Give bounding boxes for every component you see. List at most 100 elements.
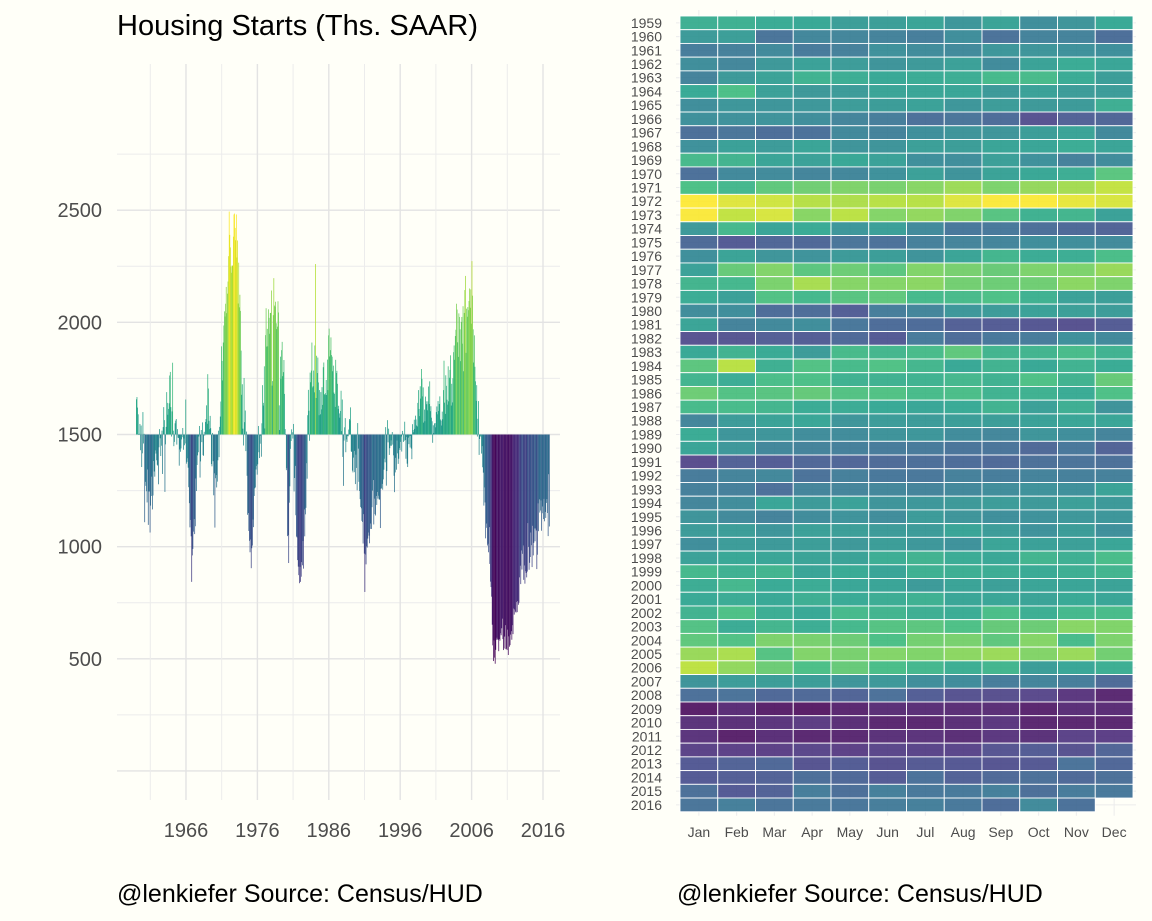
bar	[340, 410, 341, 435]
bar	[265, 308, 267, 435]
heatmap-cell	[981, 783, 1021, 799]
heatmap-cell	[981, 605, 1021, 621]
heatmap-cell	[868, 523, 907, 538]
heatmap-cell	[1094, 262, 1134, 278]
heatmap-cell	[792, 125, 832, 140]
year-label: 1978	[631, 276, 662, 292]
bar	[255, 434, 257, 470]
bar	[436, 406, 438, 435]
heatmap-cell	[830, 619, 870, 634]
bar	[256, 434, 258, 475]
bar	[415, 415, 416, 435]
heatmap-cell	[717, 687, 756, 703]
bar	[170, 407, 172, 435]
year-label: 1965	[631, 97, 662, 113]
bar	[161, 430, 163, 435]
heatmap-cell	[717, 97, 756, 113]
bar	[372, 434, 374, 481]
year-label: 2007	[631, 673, 662, 689]
heatmap-cell	[755, 427, 794, 442]
heatmap-cell	[679, 728, 719, 744]
bar	[196, 434, 197, 492]
heatmap-cell	[755, 495, 794, 511]
heatmap-cell	[1057, 578, 1096, 593]
heatmap-cell	[943, 742, 983, 758]
heatmap-cell	[679, 413, 719, 429]
year-label: 1973	[631, 207, 662, 223]
month-label: Aug	[951, 824, 976, 840]
bar	[285, 434, 287, 471]
heatmap-cell	[830, 756, 870, 772]
heatmap-cell	[868, 715, 907, 730]
bar	[371, 434, 373, 508]
bar	[472, 295, 473, 435]
bar	[303, 434, 304, 569]
heatmap-cell	[679, 221, 719, 236]
heatmap-cell	[1094, 180, 1134, 195]
bar	[524, 434, 526, 584]
bar	[341, 431, 343, 435]
heatmap-cell	[717, 180, 756, 195]
bar	[381, 434, 383, 484]
year-label: 2012	[631, 742, 662, 758]
bar	[508, 434, 510, 637]
month-label: Oct	[1028, 824, 1050, 840]
heatmap-cell	[1094, 15, 1134, 31]
bar	[376, 434, 378, 492]
bar	[515, 434, 517, 613]
bar	[304, 434, 306, 515]
heatmap-cell	[981, 674, 1021, 689]
heatmap-cell	[830, 701, 870, 717]
bar	[249, 434, 251, 553]
heatmap-cell	[1019, 221, 1058, 236]
bar	[357, 434, 359, 449]
heatmap-cell	[1094, 468, 1134, 483]
heatmap-cell	[755, 701, 794, 717]
heatmap-cell	[981, 591, 1021, 607]
heatmap-cell	[830, 111, 870, 127]
bar	[334, 406, 336, 435]
bar	[544, 434, 545, 522]
heatmap-cell	[981, 482, 1021, 497]
heatmap-cell	[755, 440, 794, 456]
heatmap-cell	[868, 468, 907, 483]
heatmap-cell	[792, 303, 832, 319]
bar	[402, 433, 404, 435]
heatmap-cell	[943, 385, 983, 401]
bar	[374, 434, 375, 499]
heatmap-cell	[717, 372, 756, 387]
bar	[353, 434, 355, 451]
bar	[168, 403, 170, 435]
bar	[351, 434, 353, 471]
heatmap-cell	[868, 221, 907, 236]
heatmap-cell	[830, 605, 870, 621]
bar	[180, 434, 181, 452]
bar	[500, 434, 502, 636]
heatmap-cell	[679, 646, 719, 662]
bar	[488, 434, 490, 528]
heatmap-cell	[830, 84, 870, 99]
heatmap-cell	[981, 139, 1021, 154]
bar	[450, 355, 451, 435]
bar	[194, 434, 196, 535]
bar	[302, 434, 303, 566]
heatmap-cell	[1057, 674, 1096, 689]
bar	[515, 434, 516, 612]
year-label: 1995	[631, 509, 662, 525]
heatmap-cell	[1019, 632, 1058, 648]
heatmap-cell	[717, 701, 756, 717]
heatmap-cell	[1094, 728, 1134, 744]
month-label: Nov	[1064, 824, 1089, 840]
year-label: 2013	[631, 756, 662, 772]
heatmap-cell	[1057, 797, 1096, 813]
heatmap-month-labels: Jan Feb Mar Apr May Jun Jul Aug Sep Oct Nov Dec	[688, 824, 1127, 840]
heatmap-cell	[868, 413, 907, 429]
bar	[455, 329, 457, 435]
heatmap-cell	[1057, 84, 1096, 99]
heatmap-cell	[830, 523, 870, 538]
bar	[337, 383, 338, 435]
bar	[394, 434, 396, 473]
bar	[480, 434, 482, 437]
bar	[316, 373, 318, 435]
heatmap-cell	[1094, 509, 1134, 525]
